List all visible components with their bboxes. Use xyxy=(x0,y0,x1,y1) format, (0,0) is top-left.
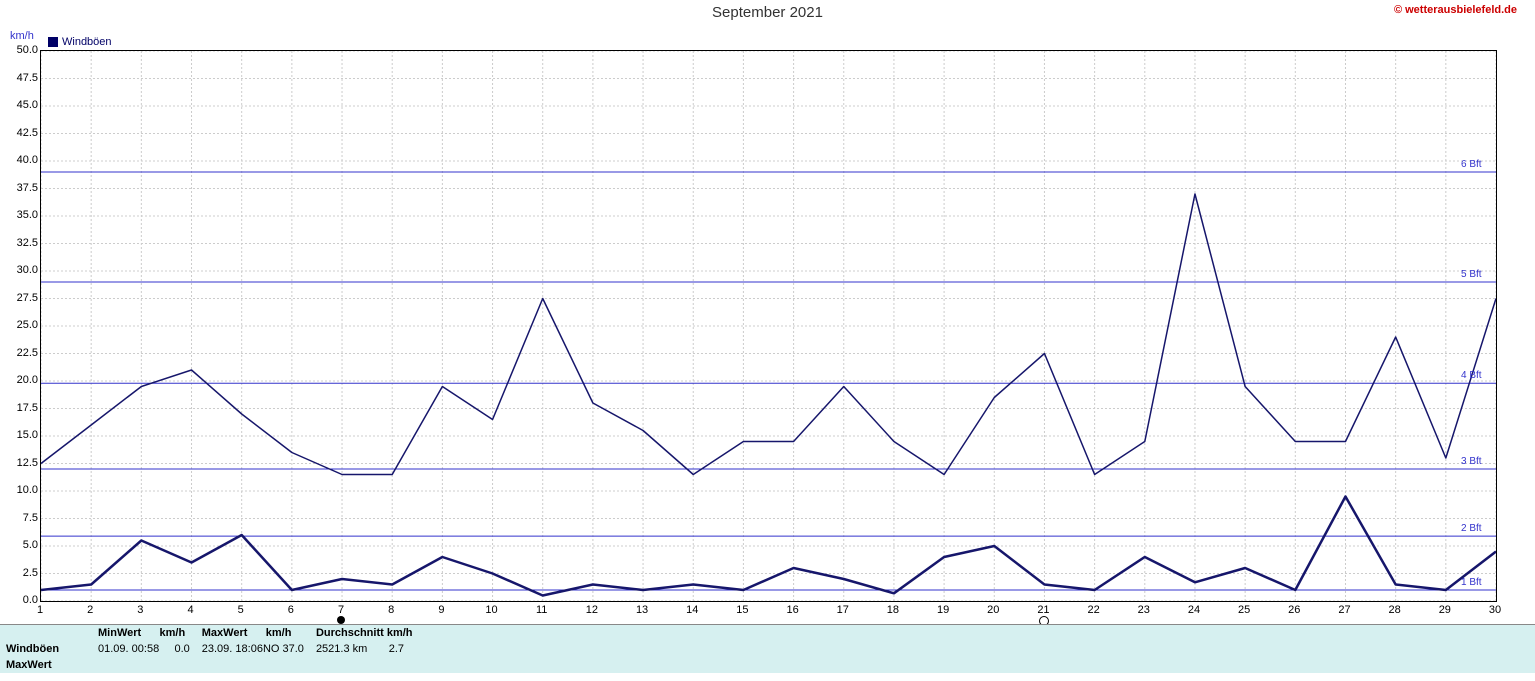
y-tick-label: 37.5 xyxy=(8,182,38,194)
y-tick-label: 12.5 xyxy=(8,457,38,469)
y-tick-label: 40.0 xyxy=(8,154,38,166)
plot-area xyxy=(40,50,1497,602)
x-tick-label: 2 xyxy=(80,604,100,616)
bft-line-label: 3 Bft xyxy=(1461,456,1482,467)
bft-line-label: 4 Bft xyxy=(1461,370,1482,381)
col-max-header: MaxWert km/h xyxy=(196,625,310,641)
y-tick-label: 22.5 xyxy=(8,347,38,359)
bft-line-label: 6 Bft xyxy=(1461,159,1482,170)
x-tick-label: 19 xyxy=(933,604,953,616)
y-tick-label: 17.5 xyxy=(8,402,38,414)
x-tick-label: 25 xyxy=(1234,604,1254,616)
x-tick-label: 17 xyxy=(833,604,853,616)
bft-line-label: 2 Bft xyxy=(1461,523,1482,534)
x-tick-label: 4 xyxy=(181,604,201,616)
x-tick-label: 30 xyxy=(1485,604,1505,616)
chart-title: September 2021 xyxy=(0,4,1535,21)
y-axis-unit: km/h xyxy=(10,30,34,42)
cell-max: 23.09. 18:06NO 37.0 xyxy=(196,641,310,657)
y-tick-label: 45.0 xyxy=(8,99,38,111)
col-min-header: MinWert km/h xyxy=(92,625,196,641)
x-tick-label: 11 xyxy=(532,604,552,616)
x-tick-label: 1 xyxy=(30,604,50,616)
legend-label: Windböen xyxy=(62,36,112,48)
x-tick-label: 27 xyxy=(1334,604,1354,616)
y-tick-label: 50.0 xyxy=(8,44,38,56)
x-tick-label: 15 xyxy=(732,604,752,616)
cell-min: 01.09. 00:58 0.0 xyxy=(92,641,196,657)
x-tick-label: 13 xyxy=(632,604,652,616)
x-tick-label: 26 xyxy=(1284,604,1304,616)
x-tick-label: 22 xyxy=(1084,604,1104,616)
x-tick-label: 8 xyxy=(381,604,401,616)
y-tick-label: 10.0 xyxy=(8,484,38,496)
y-tick-label: 30.0 xyxy=(8,264,38,276)
x-tick-label: 24 xyxy=(1184,604,1204,616)
x-tick-label: 14 xyxy=(682,604,702,616)
x-tick-label: 21 xyxy=(1033,604,1053,616)
new-moon-icon xyxy=(337,616,345,624)
x-tick-label: 16 xyxy=(783,604,803,616)
y-tick-label: 47.5 xyxy=(8,72,38,84)
x-tick-label: 9 xyxy=(431,604,451,616)
y-tick-label: 20.0 xyxy=(8,374,38,386)
bft-line-label: 5 Bft xyxy=(1461,269,1482,280)
summary-table: MinWert km/h MaxWert km/h Durchschnitt k… xyxy=(0,624,1535,673)
x-tick-label: 20 xyxy=(983,604,1003,616)
y-tick-label: 25.0 xyxy=(8,319,38,331)
x-tick-label: 28 xyxy=(1385,604,1405,616)
chart-svg xyxy=(41,51,1496,601)
x-tick-label: 7 xyxy=(331,604,351,616)
x-tick-label: 3 xyxy=(130,604,150,616)
y-tick-label: 32.5 xyxy=(8,237,38,249)
y-tick-label: 42.5 xyxy=(8,127,38,139)
col-avg-header: Durchschnitt km/h xyxy=(310,625,419,641)
y-tick-label: 35.0 xyxy=(8,209,38,221)
x-tick-label: 12 xyxy=(582,604,602,616)
y-tick-label: 7.5 xyxy=(8,512,38,524)
y-tick-label: 27.5 xyxy=(8,292,38,304)
bft-line-label: 1 Bft xyxy=(1461,577,1482,588)
y-tick-label: 15.0 xyxy=(8,429,38,441)
legend: Windböen xyxy=(48,36,112,48)
x-tick-label: 29 xyxy=(1435,604,1455,616)
row-series-label: Windböen xyxy=(0,641,92,657)
x-tick-label: 23 xyxy=(1134,604,1154,616)
x-tick-label: 10 xyxy=(482,604,502,616)
legend-swatch xyxy=(48,37,58,47)
row-maxwert-label: MaxWert xyxy=(0,657,92,673)
x-tick-label: 5 xyxy=(231,604,251,616)
cell-avg: 2521.3 km 2.7 xyxy=(310,641,419,657)
x-tick-label: 18 xyxy=(883,604,903,616)
x-tick-label: 6 xyxy=(281,604,301,616)
y-tick-label: 5.0 xyxy=(8,539,38,551)
y-tick-label: 2.5 xyxy=(8,567,38,579)
copyright-label: © wetterausbielefeld.de xyxy=(1394,4,1517,16)
